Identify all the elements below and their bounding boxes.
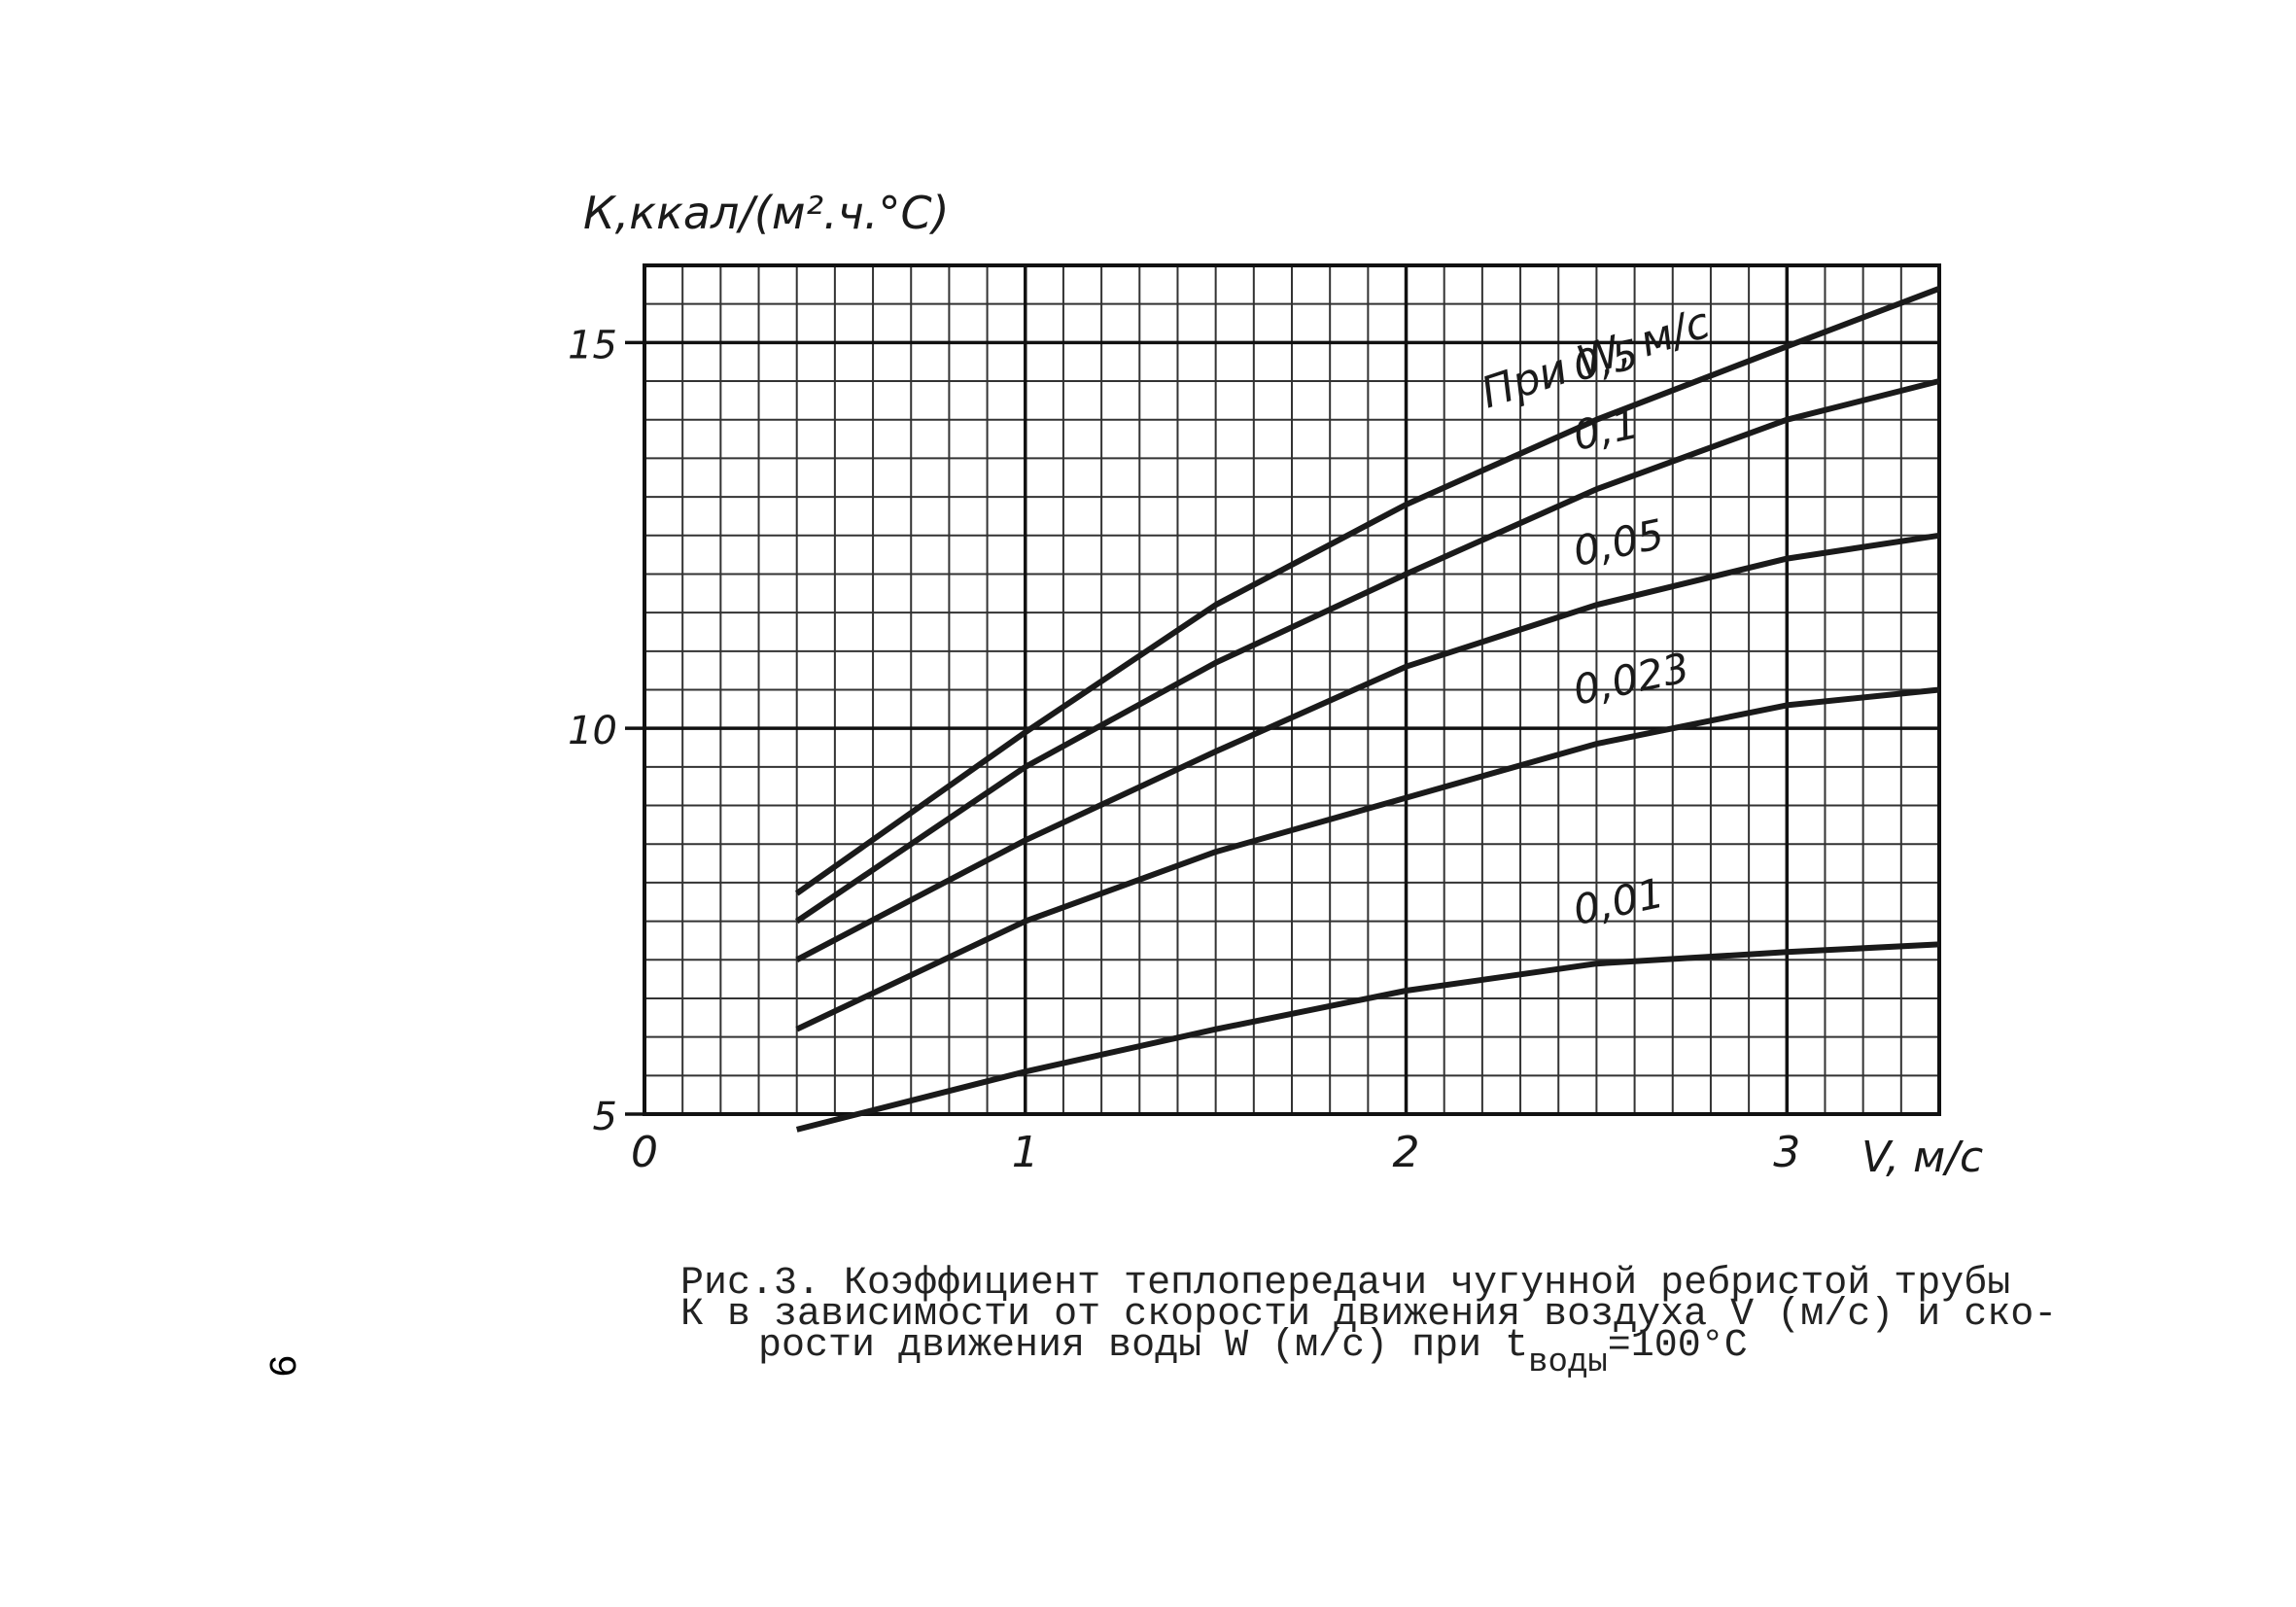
y-tick-label: 10 [568, 709, 617, 753]
caption-line: Рис.3. Коэффициент теплопередачи чугунно… [680, 1262, 2010, 1306]
x-tick-label: 2 [1393, 1128, 1420, 1177]
line-series [794, 285, 1941, 896]
x-tick-label: 3 [1773, 1128, 1800, 1177]
line-series [795, 532, 1940, 962]
x-axis-label: V, м/с [1861, 1133, 1983, 1182]
x-tick-label: 1 [1012, 1128, 1039, 1177]
line-series [795, 686, 1940, 1032]
line-series [795, 378, 1940, 925]
caption-end: =100°С [1608, 1324, 1748, 1368]
caption-text: рости движения воды W (м/с) при t [758, 1324, 1528, 1368]
x-tick-label: 0 [631, 1128, 658, 1177]
y-axis-label: К,ккал/(м².ч.°С) [583, 187, 950, 239]
caption-line: рости движения воды W (м/с) при tводы=10… [758, 1324, 1748, 1381]
caption-sub: воды [1528, 1345, 1608, 1381]
line-series [795, 941, 1940, 1133]
y-tick-label: 5 [593, 1095, 617, 1139]
caption-line: К в зависимости от скорости движения воз… [680, 1293, 2057, 1337]
page-number: 9 [258, 1354, 301, 1378]
y-tick-label: 15 [568, 323, 617, 367]
